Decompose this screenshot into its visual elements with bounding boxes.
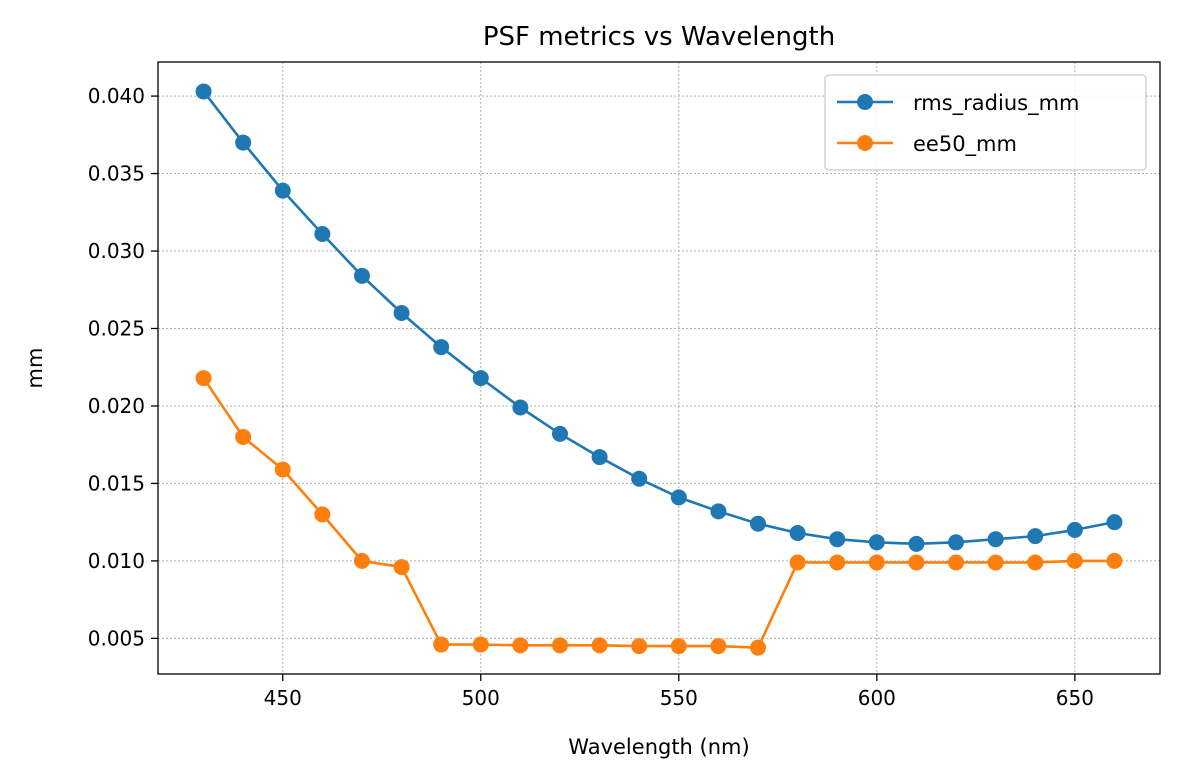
data-point-ee50-mm: [908, 554, 925, 571]
axis-ticks: 450 500 550 600 650 0.005 0.010 0.015 0.020 0.025…: [88, 84, 1094, 710]
series-rms-radius-mm: [195, 83, 1123, 552]
y-tick-label: 0.020: [88, 394, 145, 418]
data-point-rms-radius-mm: [235, 134, 252, 151]
data-point-ee50-mm: [235, 428, 252, 445]
data-point-ee50-mm: [631, 638, 648, 655]
data-point-ee50-mm: [1027, 554, 1044, 571]
x-tick-label: 650: [1056, 686, 1094, 710]
data-point-ee50-mm: [195, 370, 212, 387]
data-point-rms-radius-mm: [195, 83, 212, 100]
data-point-rms-radius-mm: [433, 339, 450, 356]
data-point-rms-radius-mm: [1027, 528, 1044, 545]
data-point-rms-radius-mm: [987, 531, 1004, 548]
data-point-ee50-mm: [829, 554, 846, 571]
data-point-rms-radius-mm: [908, 535, 925, 552]
legend-label-ee50: ee50_mm: [913, 132, 1017, 157]
data-point-ee50-mm: [274, 461, 291, 478]
y-tick-label: 0.010: [88, 549, 145, 573]
data-point-rms-radius-mm: [314, 225, 331, 242]
data-point-rms-radius-mm: [393, 304, 410, 321]
data-point-rms-radius-mm: [868, 534, 885, 551]
chart-title: PSF metrics vs Wavelength: [483, 22, 835, 52]
data-point-ee50-mm: [710, 638, 727, 655]
data-point-ee50-mm: [1106, 552, 1123, 569]
data-point-ee50-mm: [750, 639, 767, 656]
data-series: [195, 83, 1123, 656]
legend-swatch-marker-rms-radius: [857, 94, 873, 110]
data-point-rms-radius-mm: [789, 525, 806, 542]
data-point-ee50-mm: [512, 637, 529, 654]
data-point-rms-radius-mm: [631, 470, 648, 487]
data-point-ee50-mm: [948, 554, 965, 571]
data-point-rms-radius-mm: [472, 370, 489, 387]
data-point-ee50-mm: [789, 554, 806, 571]
data-point-rms-radius-mm: [551, 425, 568, 442]
legend: rms_radius_mm ee50_mm: [824, 74, 1147, 171]
data-point-ee50-mm: [987, 554, 1004, 571]
data-point-rms-radius-mm: [829, 531, 846, 548]
legend-swatch-marker-ee50: [857, 135, 873, 151]
data-point-ee50-mm: [1066, 552, 1083, 569]
data-point-rms-radius-mm: [670, 489, 687, 506]
y-tick-label: 0.040: [88, 84, 145, 108]
data-point-ee50-mm: [433, 636, 450, 653]
y-axis-label: mm: [23, 348, 47, 389]
data-point-ee50-mm: [591, 637, 608, 654]
data-point-ee50-mm: [670, 638, 687, 655]
legend-box: [824, 74, 1147, 171]
data-point-ee50-mm: [314, 506, 331, 523]
data-point-rms-radius-mm: [1066, 521, 1083, 538]
y-tick-label: 0.025: [88, 316, 145, 340]
data-point-ee50-mm: [472, 636, 489, 653]
y-tick-label: 0.005: [88, 626, 145, 650]
x-axis-label: Wavelength (nm): [568, 735, 749, 759]
data-point-rms-radius-mm: [591, 449, 608, 466]
x-tick-label: 550: [660, 686, 698, 710]
data-point-rms-radius-mm: [948, 534, 965, 551]
legend-label-rms-radius: rms_radius_mm: [913, 91, 1080, 116]
plot-frame: [157, 61, 1161, 675]
grid-lines: [158, 62, 1160, 674]
data-point-rms-radius-mm: [512, 399, 529, 416]
data-point-ee50-mm: [393, 559, 410, 576]
data-point-rms-radius-mm: [1106, 514, 1123, 531]
x-tick-label: 450: [264, 686, 302, 710]
data-point-rms-radius-mm: [274, 182, 291, 199]
x-tick-label: 500: [462, 686, 500, 710]
y-tick-label: 0.015: [88, 471, 145, 495]
data-point-rms-radius-mm: [750, 515, 767, 532]
data-point-rms-radius-mm: [710, 503, 727, 520]
x-tick-label: 600: [858, 686, 896, 710]
data-point-ee50-mm: [868, 554, 885, 571]
y-tick-label: 0.035: [88, 162, 145, 186]
series-ee50-mm: [195, 370, 1123, 656]
data-point-rms-radius-mm: [353, 267, 370, 284]
data-point-ee50-mm: [353, 552, 370, 569]
data-point-ee50-mm: [551, 637, 568, 654]
y-tick-label: 0.030: [88, 239, 145, 263]
